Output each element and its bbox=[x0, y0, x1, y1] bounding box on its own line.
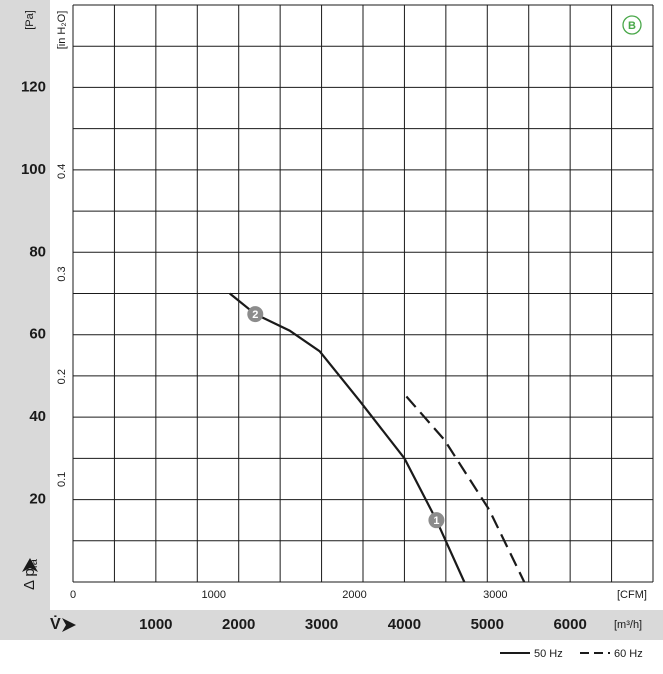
y-label-main: Δ p bbox=[21, 568, 38, 590]
y-tick-label: 20 bbox=[29, 491, 46, 508]
x-tick-label: 1000 bbox=[139, 616, 172, 633]
annotation: 2 bbox=[252, 309, 258, 321]
y-tick-label: 40 bbox=[29, 408, 46, 425]
badge-circle bbox=[622, 15, 642, 35]
x-tick-label: 6000 bbox=[553, 616, 586, 633]
x-tick-label: 2000 bbox=[222, 616, 255, 633]
annotation: 1 bbox=[433, 515, 439, 527]
arrow bbox=[62, 618, 76, 632]
annotation-dot bbox=[428, 512, 445, 529]
y-tick-label: 80 bbox=[29, 243, 46, 260]
left-band bbox=[0, 0, 50, 610]
x2-tick-label: 0 bbox=[70, 589, 76, 601]
y2-tick-label: 0.2 bbox=[56, 369, 68, 384]
series-line bbox=[229, 292, 466, 583]
x2-tick-label: 2000 bbox=[342, 589, 366, 601]
x-unit: [m³/h] bbox=[614, 619, 642, 631]
bottom-band bbox=[0, 610, 663, 640]
y-tick-label: 120 bbox=[21, 78, 46, 95]
x-tick-label: 3000 bbox=[305, 616, 338, 633]
x2-tick-label: 1000 bbox=[202, 589, 226, 601]
y2-tick-label: 0.1 bbox=[56, 472, 68, 487]
y2-unit: [in H₂O] bbox=[56, 11, 68, 50]
series-line bbox=[405, 395, 526, 583]
x-tick-label: 4000 bbox=[388, 616, 421, 633]
y2-tick-label: 0.4 bbox=[56, 164, 68, 179]
legend-label: 50 Hz bbox=[534, 648, 563, 660]
y-tick-label: 60 bbox=[29, 326, 46, 343]
y-label-sub: fa bbox=[28, 558, 40, 568]
badge: B bbox=[628, 20, 636, 32]
annotation-dot bbox=[247, 306, 264, 323]
y-unit: [Pa] bbox=[24, 10, 36, 30]
x2-tick-label: 3000 bbox=[483, 589, 507, 601]
x-tick-label: 5000 bbox=[471, 616, 504, 633]
y-label: Δ pfa bbox=[21, 558, 40, 590]
arrow bbox=[22, 558, 38, 572]
y-tick-label: 100 bbox=[21, 161, 46, 178]
y2-tick-label: 0.3 bbox=[56, 266, 68, 281]
x-label: V̇ bbox=[50, 615, 61, 633]
legend-label: 60 Hz bbox=[614, 648, 643, 660]
x2-unit: [CFM] bbox=[617, 589, 647, 601]
